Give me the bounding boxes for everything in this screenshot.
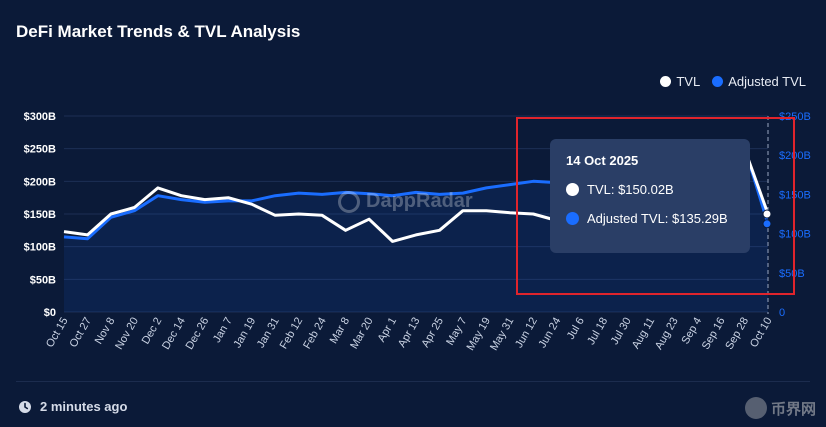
x-tick-label: Jan 19 xyxy=(231,316,258,351)
hover-marker-adjusted-tvl xyxy=(762,219,772,229)
x-tick-label: Dec 2 xyxy=(140,316,165,347)
x-tick-label: Jan 7 xyxy=(211,316,235,345)
legend-label-tvl: TVL xyxy=(676,74,701,89)
x-tick-label: Jun 24 xyxy=(536,316,563,351)
corner-logo-icon xyxy=(744,397,767,419)
legend-item-tvl[interactable]: TVL xyxy=(660,74,700,89)
x-tick-label: Mar 8 xyxy=(328,316,352,346)
x-tick-label: Jun 12 xyxy=(513,316,540,351)
hover-marker-tvl xyxy=(762,209,772,219)
y-left-tick-label: $50B xyxy=(30,274,56,286)
y-left-tick-label: $0 xyxy=(44,307,56,319)
x-tick-label: Jul 18 xyxy=(585,316,610,347)
dappradar-watermark: DappRadar xyxy=(338,190,473,213)
x-tick-label: Mar 20 xyxy=(348,316,376,352)
y-left-tick-label: $200B xyxy=(24,176,56,188)
x-tick-label: May 7 xyxy=(444,316,469,348)
y-right-tick-label: 0 xyxy=(779,307,785,319)
x-tick-label: Apr 25 xyxy=(419,316,446,350)
x-tick-label: Aug 23 xyxy=(653,316,681,352)
page-title: DeFi Market Trends & TVL Analysis xyxy=(16,22,301,41)
x-tick-label: Jul 30 xyxy=(609,316,634,347)
dappradar-logo-icon xyxy=(338,190,360,213)
y-left-tick-label: $300B xyxy=(24,111,56,123)
legend-label-adjusted-tvl: Adjusted TVL xyxy=(728,74,806,89)
tooltip-value-adjusted-tvl: Adjusted TVL: $135.29B xyxy=(587,211,728,226)
adjusted-tvl-area xyxy=(64,147,768,312)
y-left-tick-label: $150B xyxy=(24,209,56,221)
tooltip-row-adjusted-tvl: Adjusted TVL: $135.29B xyxy=(566,211,734,226)
y-left-tick-label: $250B xyxy=(24,144,56,156)
legend-item-adjusted-tvl[interactable]: Adjusted TVL xyxy=(712,74,806,89)
x-tick-label: Apr 13 xyxy=(396,316,423,350)
corner-logo: 币界网 xyxy=(744,397,816,419)
x-tick-label: Sep 28 xyxy=(723,316,751,352)
watermark-text: DappRadar xyxy=(366,190,473,212)
tooltip-dot-adjusted-tvl xyxy=(566,212,579,225)
x-tick-label: Dec 26 xyxy=(184,316,212,352)
last-updated-text: 2 minutes ago xyxy=(40,399,128,414)
x-tick-label: Apr 1 xyxy=(376,316,400,345)
x-tick-label: Nov 20 xyxy=(113,316,141,352)
x-tick-label: Oct 27 xyxy=(67,316,94,350)
x-tick-label: Nov 8 xyxy=(93,316,118,347)
y-left-tick-label: $100B xyxy=(24,242,56,254)
x-tick-label: Jul 6 xyxy=(565,316,587,342)
legend-dot-tvl xyxy=(660,76,672,87)
x-tick-label: Oct 10 xyxy=(748,316,775,350)
tooltip-value-tvl: TVL: $150.02B xyxy=(587,182,674,197)
x-tick-label: Feb 24 xyxy=(301,316,329,352)
highlight-box xyxy=(516,117,795,295)
x-tick-label: Oct 15 xyxy=(44,316,71,350)
x-tick-label: May 31 xyxy=(488,316,516,353)
chart-legend: TVL Adjusted TVL xyxy=(660,74,806,89)
clock-icon xyxy=(19,400,31,413)
chart-tooltip: 14 Oct 2025 TVL: $150.02B Adjusted TVL: … xyxy=(550,139,750,253)
last-updated: 2 minutes ago xyxy=(18,399,127,414)
tooltip-date: 14 Oct 2025 xyxy=(566,153,639,168)
y-right-tick-label: $50B xyxy=(779,268,805,280)
tooltip-dot-tvl xyxy=(566,183,579,196)
x-tick-label: Sep 4 xyxy=(679,316,704,347)
corner-logo-text: 币界网 xyxy=(770,400,816,418)
footer-divider xyxy=(16,381,810,382)
legend-dot-adjusted-tvl xyxy=(712,76,724,87)
tooltip-row-tvl: TVL: $150.02B xyxy=(566,182,734,197)
